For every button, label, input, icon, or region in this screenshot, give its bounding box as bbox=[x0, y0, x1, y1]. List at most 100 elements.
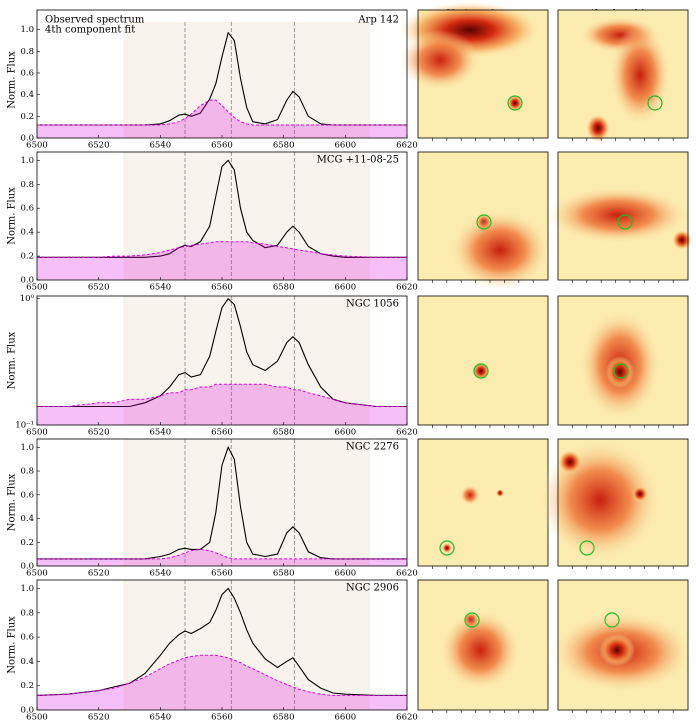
x-tick-label: 6540 bbox=[150, 569, 172, 579]
chart-title: NGC 1056 bbox=[346, 299, 399, 310]
y-axis-label: Norm. Flux bbox=[7, 187, 18, 245]
aperture-circle bbox=[439, 540, 455, 556]
x-tick-label: 6560 bbox=[211, 141, 233, 151]
map-frame bbox=[417, 9, 549, 139]
map-frame bbox=[417, 151, 549, 281]
shaded-span bbox=[123, 296, 370, 425]
x-tick-label: 6520 bbox=[88, 141, 110, 151]
map-frame bbox=[557, 438, 689, 567]
y-axis-label: Norm. Flux bbox=[7, 51, 18, 109]
map-background bbox=[418, 296, 548, 425]
y-tick-label: 0.0 bbox=[20, 562, 34, 572]
x-tick-label: 6580 bbox=[273, 569, 295, 579]
y-tick-label: 1.0 bbox=[20, 156, 34, 166]
x-tick-label: 6540 bbox=[150, 428, 172, 438]
map-emission bbox=[586, 114, 610, 142]
map-emission bbox=[558, 450, 582, 474]
x-tick-label: 6500 bbox=[26, 141, 48, 151]
shaded-span bbox=[123, 439, 370, 566]
y-tick-label: 0.2 bbox=[20, 681, 34, 691]
y-tick-label: 0.0 bbox=[20, 706, 34, 716]
x-tick-label: 6620 bbox=[396, 428, 418, 438]
map-frame bbox=[417, 295, 549, 426]
legend-entry: 4th component fit bbox=[45, 25, 135, 36]
map-background bbox=[418, 439, 548, 566]
y-tick-label: 0.4 bbox=[20, 514, 34, 524]
y-tick-label: 10⁻¹ bbox=[15, 421, 34, 431]
fit-line bbox=[37, 241, 407, 258]
y-tick-label: 0.6 bbox=[20, 68, 34, 78]
map-emission bbox=[632, 486, 648, 502]
chart-title: MCG +11-08-25 bbox=[317, 155, 399, 166]
y-tick-label: 0.4 bbox=[20, 90, 34, 100]
y-tick-label: 1.0 bbox=[20, 584, 34, 594]
y-tick-label: 0.6 bbox=[20, 204, 34, 214]
x-tick-label: 6520 bbox=[88, 713, 110, 720]
map-frame bbox=[557, 579, 689, 711]
x-tick-label: 6540 bbox=[150, 283, 172, 293]
fit-line bbox=[37, 548, 407, 560]
x-tick-label: 6600 bbox=[335, 141, 357, 151]
map-frame bbox=[557, 9, 689, 139]
fit-area bbox=[37, 655, 407, 710]
spectrum-line bbox=[37, 159, 407, 258]
map-emission bbox=[442, 543, 452, 553]
aperture-circle bbox=[473, 363, 489, 379]
y-tick-label: 0.8 bbox=[20, 180, 34, 190]
y-tick-label: 0.4 bbox=[20, 228, 34, 238]
spectrum-line bbox=[36, 587, 407, 696]
x-tick-label: 6500 bbox=[26, 569, 48, 579]
y-tick-label: 0.8 bbox=[20, 47, 34, 57]
y-tick-label: 0.6 bbox=[20, 633, 34, 643]
x-tick-label: 6560 bbox=[211, 283, 233, 293]
x-tick-label: 6620 bbox=[396, 569, 418, 579]
y-axis-label: Norm. Flux bbox=[7, 616, 18, 674]
y-tick-label: 0.0 bbox=[20, 276, 34, 286]
map-frame bbox=[557, 151, 689, 281]
x-tick-label: 6600 bbox=[335, 428, 357, 438]
map-frame bbox=[557, 295, 689, 426]
x-tick-label: 6500 bbox=[26, 713, 48, 720]
x-tick-label: 6520 bbox=[88, 428, 110, 438]
x-tick-label: 6620 bbox=[396, 141, 418, 151]
aperture-circle bbox=[604, 612, 620, 628]
aperture-circle bbox=[617, 214, 633, 230]
map-emission bbox=[400, 30, 480, 90]
x-tick-label: 6580 bbox=[273, 283, 295, 293]
map-emission bbox=[472, 362, 490, 380]
y-tick-label: 0.8 bbox=[20, 608, 34, 618]
shaded-span bbox=[123, 580, 370, 710]
aperture-circle bbox=[464, 612, 480, 628]
x-tick-label: 6540 bbox=[150, 713, 172, 720]
x-tick-label: 6580 bbox=[273, 141, 295, 151]
map-emission bbox=[606, 356, 634, 388]
shaded-span bbox=[123, 152, 370, 280]
map-emission bbox=[450, 210, 550, 290]
y-tick-label: 0.2 bbox=[20, 252, 34, 262]
aperture-circle bbox=[507, 95, 523, 111]
chart-title: NGC 2276 bbox=[346, 442, 399, 453]
aperture-circle bbox=[476, 214, 492, 230]
map-emission bbox=[610, 25, 670, 125]
x-tick-label: 6560 bbox=[211, 428, 233, 438]
shaded-span bbox=[123, 22, 370, 138]
fit-area bbox=[37, 549, 407, 566]
x-tick-label: 6580 bbox=[273, 713, 295, 720]
x-tick-label: 6560 bbox=[211, 713, 233, 720]
map-emission bbox=[599, 634, 635, 666]
y-tick-label: 1.0 bbox=[20, 25, 34, 35]
chart-title: Arp 142 bbox=[357, 15, 399, 26]
y-tick-label: 10⁰ bbox=[20, 294, 35, 304]
y-tick-label: 0.2 bbox=[20, 538, 34, 548]
map-emission bbox=[548, 187, 688, 243]
legend-entry: Observed spectrum bbox=[45, 15, 145, 26]
x-tick-label: 6540 bbox=[150, 141, 172, 151]
x-tick-label: 6620 bbox=[396, 713, 418, 720]
spectrum-line bbox=[37, 297, 407, 408]
x-tick-label: 6500 bbox=[26, 283, 48, 293]
fit-area bbox=[37, 241, 407, 280]
fit-line bbox=[37, 383, 407, 407]
fit-line bbox=[36, 654, 407, 696]
